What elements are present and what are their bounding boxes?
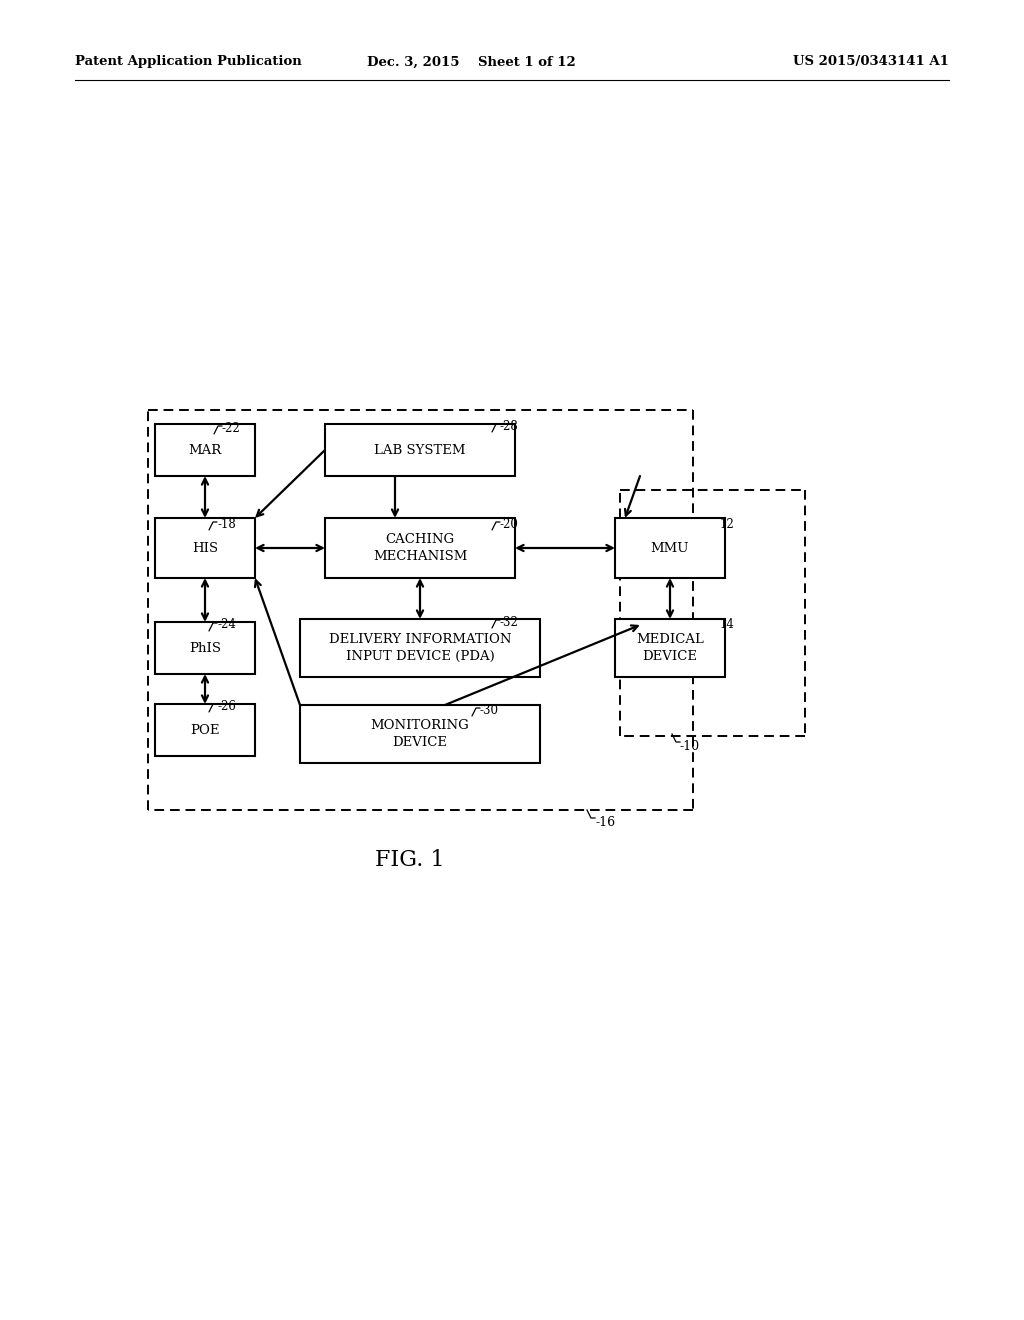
- Bar: [155, 704, 255, 756]
- Text: -18: -18: [217, 517, 236, 531]
- Text: US 2015/0343141 A1: US 2015/0343141 A1: [794, 55, 949, 69]
- Text: -22: -22: [222, 421, 241, 434]
- Text: -32: -32: [500, 615, 519, 628]
- Text: Patent Application Publication: Patent Application Publication: [75, 55, 302, 69]
- Text: MMU: MMU: [650, 541, 689, 554]
- Bar: [325, 424, 515, 477]
- Bar: [155, 622, 255, 675]
- Bar: [155, 424, 255, 477]
- Text: Dec. 3, 2015    Sheet 1 of 12: Dec. 3, 2015 Sheet 1 of 12: [367, 55, 575, 69]
- Text: LAB SYSTEM: LAB SYSTEM: [374, 444, 466, 457]
- Text: -16: -16: [595, 816, 615, 829]
- Text: POE: POE: [190, 723, 220, 737]
- Text: 14: 14: [720, 618, 735, 631]
- Text: -20: -20: [500, 517, 519, 531]
- Text: FIG. 1: FIG. 1: [375, 849, 444, 871]
- Text: PhIS: PhIS: [189, 642, 221, 655]
- Text: -10: -10: [680, 741, 700, 752]
- Text: MONITORING
DEVICE: MONITORING DEVICE: [371, 719, 469, 748]
- Text: MAR: MAR: [188, 444, 221, 457]
- Text: DELIVERY INFORMATION
INPUT DEVICE (PDA): DELIVERY INFORMATION INPUT DEVICE (PDA): [329, 634, 511, 663]
- Bar: [615, 619, 725, 677]
- Bar: [155, 517, 255, 578]
- Bar: [300, 705, 540, 763]
- Text: -26: -26: [217, 700, 236, 713]
- Text: CACHING
MECHANISM: CACHING MECHANISM: [373, 533, 467, 562]
- Text: -28: -28: [500, 420, 519, 433]
- Bar: [615, 517, 725, 578]
- Text: MEDICAL
DEVICE: MEDICAL DEVICE: [636, 634, 703, 663]
- Text: HIS: HIS: [191, 541, 218, 554]
- Bar: [300, 619, 540, 677]
- Bar: [325, 517, 515, 578]
- Text: -30: -30: [480, 704, 499, 717]
- Text: -24: -24: [217, 619, 236, 631]
- Text: 12: 12: [720, 517, 735, 531]
